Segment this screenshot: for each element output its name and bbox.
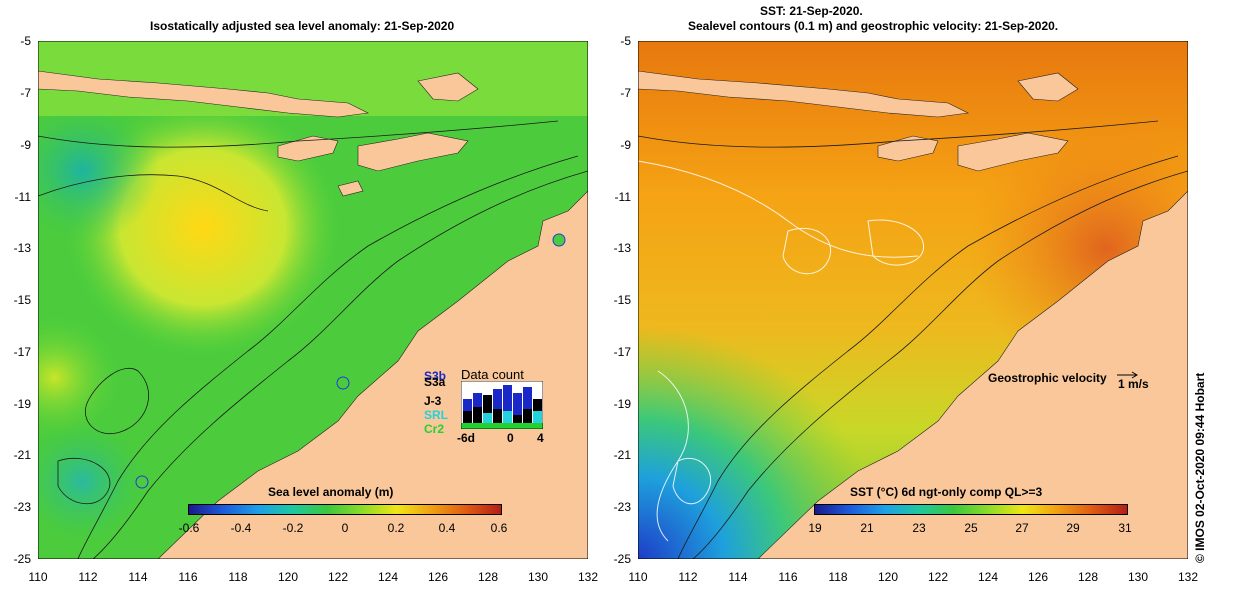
left-colorbar-tick: -0.2 [282,521,304,535]
right-colorbar [814,504,1128,515]
left-y-tick: -15 [13,293,31,307]
left-colorbar-tick: 0.4 [438,521,456,535]
left-colorbar [188,504,502,515]
left-x-tick: 128 [477,570,499,584]
right-colorbar-tick: 29 [1066,521,1080,535]
left-y-tick: -19 [13,397,31,411]
right-x-tick: 112 [678,570,698,584]
tide-gauge-marker [336,376,350,390]
data-count-x-label: -6d [457,431,475,445]
left-y-tick: -7 [20,86,31,100]
data-count-inset: Data count S3b S3a J-3 SRL Cr2 -6d 0 4 [421,365,551,445]
left-x-tick: 120 [277,570,299,584]
right-x-tick: 122 [927,570,949,584]
right-y-tick: -25 [613,552,631,566]
right-x-tick: 110 [628,570,648,584]
right-colorbar-tick: 23 [912,521,926,535]
right-x-tick: 132 [1177,570,1199,584]
left-x-tick: 110 [28,570,48,584]
left-colorbar-tick: 0 [341,521,349,535]
left-colorbar-tick: -0.6 [178,521,200,535]
mission-label: J-3 [424,394,442,408]
bathymetry-contours [638,120,1188,559]
data-count-x-label: 0 [507,431,514,445]
sea-level-contours [638,160,924,542]
islands [638,70,1079,172]
australia-land [757,190,1188,559]
right-x-tick: 130 [1127,570,1149,584]
left-x-tick: 112 [78,570,98,584]
left-colorbar-tick: -0.4 [230,521,252,535]
right-y-tick: -21 [613,448,631,462]
left-y-tick: -13 [13,241,31,255]
velocity-arrow-icon [1117,371,1138,379]
left-map [38,41,588,559]
right-map [638,41,1188,559]
velocity-scale-label: 1 m/s [1118,377,1149,391]
islands [38,70,479,197]
credit-text: © IMOS 02-Oct-2020 09:44 Hobart [1193,372,1207,563]
data-count-title: Data count [461,367,524,382]
tide-gauge-marker [552,233,566,247]
left-colorbar-tick: 0.2 [387,521,405,535]
left-y-tick: -9 [20,138,31,152]
right-colorbar-tick: 19 [808,521,822,535]
right-panel-title-line2: Sealevel contours (0.1 m) and geostrophi… [688,19,1059,33]
mission-label: S3a [424,375,446,389]
left-colorbar-tick: 0.6 [490,521,508,535]
right-x-tick: 114 [728,570,748,584]
left-panel-title: Isostatically adjusted sea level anomaly… [150,19,455,33]
left-x-tick: 130 [527,570,549,584]
right-y-tick: -17 [613,345,631,359]
right-y-tick: -7 [620,86,631,100]
data-count-bars [461,381,543,429]
right-colorbar-tick: 31 [1118,521,1132,535]
velocity-legend-label: Geostrophic velocity [988,371,1107,385]
left-y-tick: -25 [13,552,31,566]
data-count-x-label: 4 [537,431,544,445]
left-y-tick: -21 [13,448,31,462]
right-colorbar-label: SST (°C) 6d ngt-only comp QL>=3 [850,485,1043,499]
left-y-tick: -23 [13,500,31,514]
left-x-tick: 122 [327,570,349,584]
right-y-tick: -9 [620,138,631,152]
left-y-tick: -17 [13,345,31,359]
left-x-tick: 126 [427,570,449,584]
right-colorbar-tick: 25 [964,521,978,535]
right-y-tick: -23 [613,500,631,514]
right-panel-title-line1: SST: 21-Sep-2020. [760,4,863,18]
right-y-tick: -19 [613,397,631,411]
left-x-tick: 116 [178,570,198,584]
right-y-tick: -13 [613,241,631,255]
right-colorbar-tick: 27 [1015,521,1029,535]
tide-gauge-marker [135,475,149,489]
right-x-tick: 124 [977,570,999,584]
left-x-tick: 118 [228,570,248,584]
right-x-tick: 128 [1077,570,1099,584]
right-y-tick: -11 [614,190,631,204]
left-y-tick: -11 [14,190,31,204]
australia-land [157,190,588,559]
mission-label: SRL [424,408,448,422]
left-x-tick: 124 [377,570,399,584]
left-x-tick: 114 [128,570,148,584]
left-colorbar-label: Sea level anomaly (m) [268,485,394,499]
right-y-tick: -5 [620,34,631,48]
right-y-tick: -15 [613,293,631,307]
mission-label: S3b [424,369,447,383]
mission-label: Cr2 [424,422,445,436]
left-y-tick: -5 [20,34,31,48]
right-x-tick: 126 [1027,570,1049,584]
right-colorbar-tick: 21 [860,521,874,535]
bathymetry-contours [38,120,588,559]
right-x-tick: 118 [828,570,848,584]
right-x-tick: 116 [778,570,798,584]
right-x-tick: 120 [877,570,899,584]
left-x-tick: 132 [577,570,599,584]
